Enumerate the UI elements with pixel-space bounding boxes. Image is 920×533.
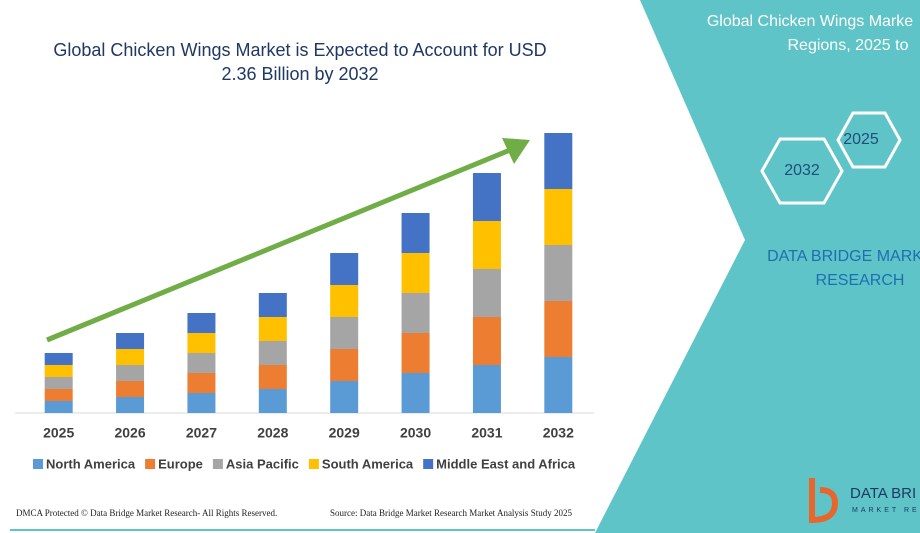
bar-segment [472,317,501,365]
hexagon [836,111,902,169]
legend-label: Middle East and Africa [436,456,576,471]
bar-segment [187,373,216,393]
panel-title: Global Chicken Wings Marke [707,13,913,30]
bar-segment [472,269,501,317]
bar-segment [44,365,73,377]
bar-segment [544,301,573,357]
bar-segment [187,393,216,413]
x-tick-label: 2025 [43,425,74,441]
bar-segment [401,293,430,333]
trend-arrowhead [502,138,530,164]
x-tick-label: 2027 [186,425,217,441]
legend-swatch [212,459,223,469]
panel-brand: DATA BRIDGE MARK [767,248,920,265]
trend-arrow [46,147,511,343]
bar-segment [258,389,287,413]
bar-segment [401,373,430,413]
legend-swatch [308,459,319,469]
bar-segment [330,349,359,381]
bar-segment [187,353,216,373]
bar-segment [544,245,573,301]
bar-segment [44,353,73,365]
bar-segment [401,213,430,253]
hexagon [760,137,844,205]
x-tick-label: 2031 [471,425,502,441]
chart-title: Global Chicken Wings Market is Expected … [53,40,547,84]
hexagon-label: 2032 [784,162,820,179]
legend-label: South America [322,456,414,471]
bar-segment [44,389,73,401]
bar-segment [258,341,287,365]
logo-name: DATA BRI [850,485,916,502]
bar-segment [330,381,359,413]
bar-segment [472,173,501,221]
bar-segment [330,253,359,285]
legend-swatch [423,459,434,469]
bar-segment [330,285,359,317]
bar-segment [401,333,430,373]
x-tick-label: 2028 [257,425,288,441]
legend-label: North America [46,456,136,471]
x-tick-label: 2032 [543,425,574,441]
legend-label: Asia Pacific [226,456,299,471]
bar-segment [116,349,145,365]
bar-segment [116,333,145,349]
logo-tagline: MARKET RE [852,507,920,514]
bar-segment [401,253,430,293]
footer-left: DMCA Protected © Data Bridge Market Rese… [16,508,277,518]
side-panel [595,0,920,533]
bar-segment [472,365,501,413]
bar-segment [116,397,145,413]
bar-segment [187,333,216,353]
bar-segment [258,365,287,389]
hexagon-label: 2025 [843,131,879,148]
bar-segment [544,357,573,413]
bar-segment [44,401,73,413]
bar-segment [187,313,216,333]
panel-brand: RESEARCH [816,272,905,289]
bar-segment [258,317,287,341]
bar-segment [116,381,145,397]
bar-segment [258,293,287,317]
bar-segment [544,133,573,189]
bar-segment [472,221,501,269]
bar-segment [544,189,573,245]
x-tick-label: 2029 [329,425,360,441]
bar-segment [330,317,359,349]
x-tick-label: 2030 [400,425,431,441]
x-tick-label: 2026 [114,425,145,441]
footer-right: Source: Data Bridge Market Research Mark… [330,508,572,518]
bar-segment [116,365,145,381]
logo-mark [809,478,839,524]
panel-title: Regions, 2025 to [788,37,909,54]
legend-swatch [145,459,156,469]
bar-segment [44,377,73,389]
legend-swatch [33,459,43,469]
legend-label: Europe [158,456,203,471]
